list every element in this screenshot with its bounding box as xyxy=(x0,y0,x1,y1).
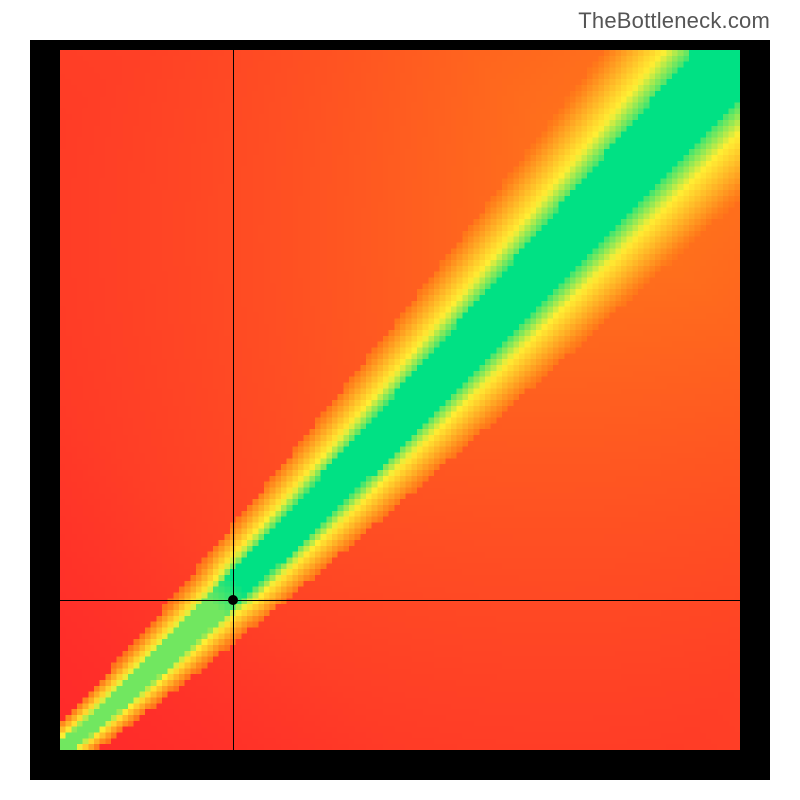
crosshair-vertical xyxy=(233,50,234,750)
selection-marker xyxy=(228,595,238,605)
watermark-text: TheBottleneck.com xyxy=(578,8,770,34)
plot-area xyxy=(60,50,740,750)
crosshair-horizontal xyxy=(60,600,740,601)
bottleneck-heatmap xyxy=(60,50,740,750)
chart-frame xyxy=(30,40,770,780)
